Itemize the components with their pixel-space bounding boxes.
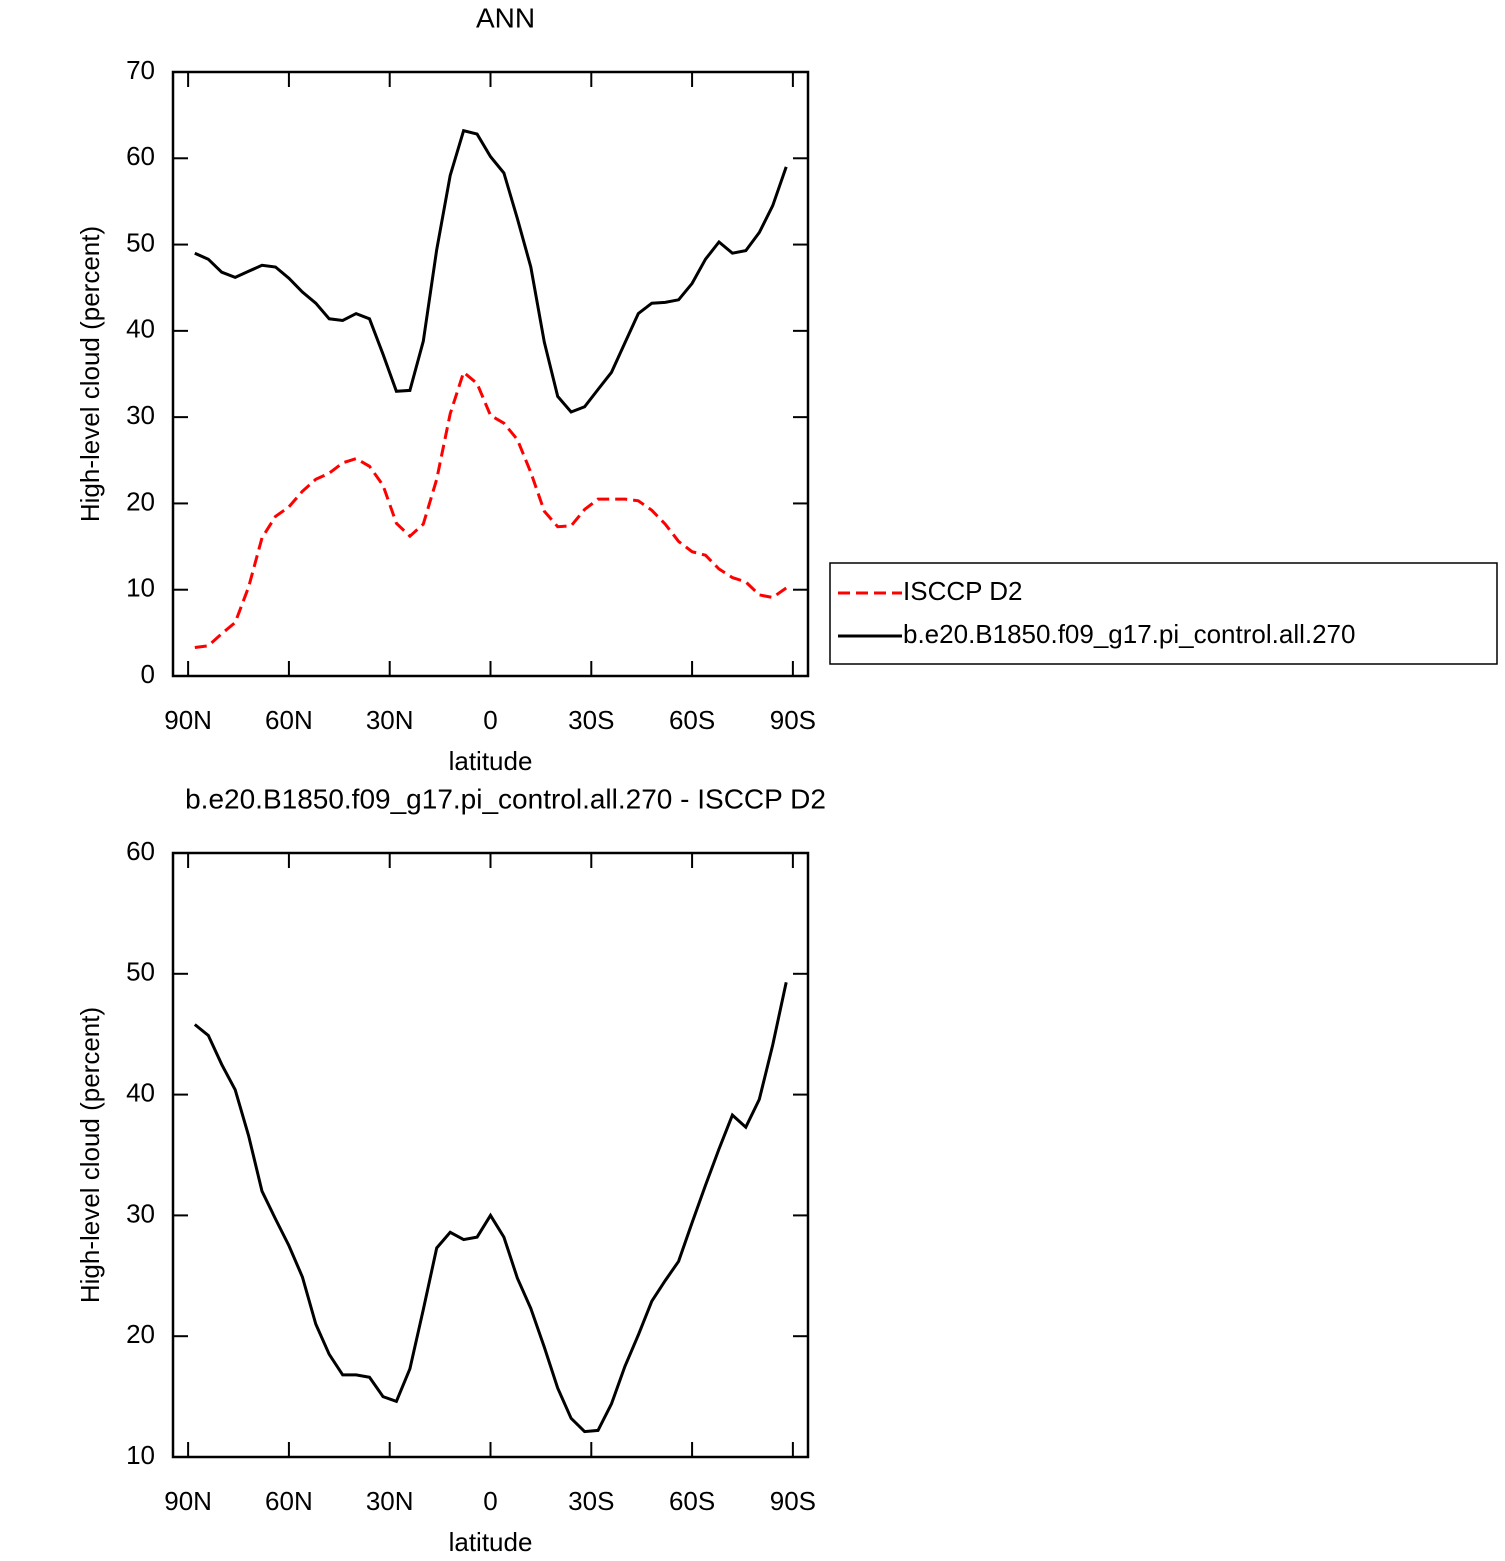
- x-tick-label: 60S: [669, 1486, 715, 1516]
- x-tick-label: 0: [483, 1486, 497, 1516]
- data-line: [193, 981, 788, 1434]
- data-line: [194, 128, 788, 414]
- y-tick-label: 40: [126, 314, 155, 344]
- plot-frame: [171, 70, 810, 678]
- x-tick-label: 60N: [265, 1486, 313, 1516]
- chart-title: ANN: [476, 2, 535, 33]
- x-tick-label: 30N: [366, 1486, 414, 1516]
- y-axis-label: High-level cloud (percent): [75, 226, 105, 522]
- y-tick-label: 10: [126, 573, 155, 603]
- chart-title: b.e20.B1850.f09_g17.pi_control.all.270 -…: [185, 783, 826, 814]
- y-tick-label: 40: [126, 1077, 155, 1107]
- y-tick-label: 60: [126, 141, 155, 171]
- x-tick-label: 90N: [164, 705, 212, 735]
- plot-frame: [171, 851, 810, 1459]
- y-tick-label: 20: [126, 486, 155, 516]
- y-tick-label: 50: [126, 957, 155, 987]
- legend-label: ISCCP D2: [903, 576, 1022, 606]
- y-axis-label: High-level cloud (percent): [75, 1007, 105, 1303]
- x-tick-label: 30S: [568, 705, 614, 735]
- y-tick-label: 60: [126, 836, 155, 866]
- x-axis-label: latitude: [449, 746, 533, 776]
- x-tick-label: 60N: [265, 705, 313, 735]
- y-tick-label: 50: [126, 227, 155, 257]
- x-tick-label: 90S: [770, 1486, 816, 1516]
- y-tick-label: 30: [126, 400, 155, 430]
- x-axis-label: latitude: [449, 1527, 533, 1557]
- x-tick-label: 0: [483, 705, 497, 735]
- x-tick-label: 90N: [164, 1486, 212, 1516]
- y-tick-label: 0: [141, 659, 155, 689]
- x-tick-label: 90S: [770, 705, 816, 735]
- data-line: [194, 369, 788, 649]
- y-tick-label: 70: [126, 55, 155, 85]
- legend-box: [829, 562, 1498, 665]
- y-tick-label: 20: [126, 1319, 155, 1349]
- legend-label: b.e20.B1850.f09_g17.pi_control.all.270: [903, 619, 1355, 649]
- y-tick-label: 30: [126, 1198, 155, 1228]
- y-tick-label: 10: [126, 1440, 155, 1470]
- x-tick-label: 60S: [669, 705, 715, 735]
- x-tick-label: 30N: [366, 705, 414, 735]
- x-tick-label: 30S: [568, 1486, 614, 1516]
